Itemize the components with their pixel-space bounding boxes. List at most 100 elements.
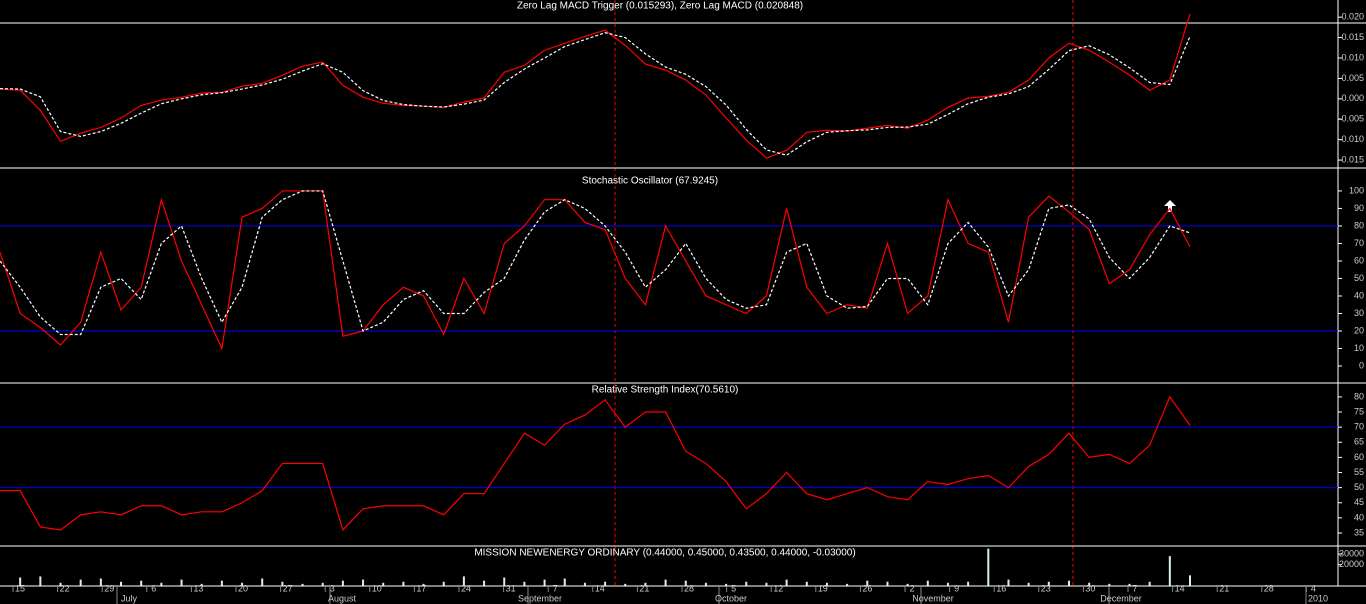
x-tick-label: 28: [1264, 583, 1274, 593]
volume-bar: [725, 583, 728, 586]
month-label: December: [1100, 593, 1142, 603]
volume-bar: [825, 582, 828, 586]
x-tick-label: 28: [684, 583, 694, 593]
y-tick-label: 80: [1354, 220, 1364, 230]
y-tick-label: 30000: [1339, 548, 1364, 558]
x-tick-label: 31: [506, 583, 516, 593]
x-tick-label: 26: [862, 583, 872, 593]
volume-bar: [220, 580, 223, 586]
y-tick-label: 55: [1354, 467, 1364, 477]
volume-bar: [442, 581, 445, 586]
y-tick-label: 10: [1354, 343, 1364, 353]
y-tick-label: 75: [1354, 406, 1364, 416]
month-label: 2010: [1308, 593, 1328, 603]
volume-bar: [160, 582, 163, 586]
volume-bar: [684, 580, 687, 586]
x-tick-label: 19: [818, 583, 828, 593]
y-tick-label: 0: [1359, 360, 1364, 370]
x-tick-label: 29: [104, 583, 114, 593]
volume-bar: [180, 579, 183, 586]
y-tick-label: 70: [1354, 422, 1364, 432]
volume-bar: [99, 578, 102, 586]
indicator-line: [0, 190, 1191, 336]
volume-bar: [785, 579, 788, 586]
volume-bar: [987, 548, 990, 586]
y-tick-label: -0.015: [1338, 154, 1364, 164]
volume-bar: [483, 580, 486, 586]
volume-bar: [79, 579, 82, 586]
volume-bar: [503, 577, 506, 586]
y-tick-label: 60: [1354, 255, 1364, 265]
y-tick-label: 40: [1354, 512, 1364, 522]
volume-bar: [39, 576, 42, 586]
volume-bar: [967, 581, 970, 586]
x-tick-label: 17: [416, 583, 426, 593]
volume-bar: [261, 578, 264, 586]
x-tick-label: 24: [461, 583, 471, 593]
volume-bar: [1047, 581, 1050, 586]
volume-bar: [664, 579, 667, 586]
volume-bar: [120, 581, 123, 586]
volume-bar: [1148, 581, 1151, 586]
y-tick-label: 60: [1354, 452, 1364, 462]
volume-bar: [624, 583, 627, 586]
volume-bar: [745, 581, 748, 586]
volume-bar: [341, 580, 344, 586]
volume-bar: [704, 582, 707, 586]
volume-bar: [1088, 582, 1091, 586]
x-tick-label: 14: [595, 583, 605, 593]
panel-title: Relative Strength Index(70.5610): [592, 385, 739, 396]
volume-bar: [926, 580, 929, 586]
x-tick-label: 7: [553, 583, 558, 593]
y-tick-label: 30: [1354, 308, 1364, 318]
month-label: August: [328, 593, 357, 603]
volume-bar: [462, 576, 465, 586]
y-tick-label: 70: [1354, 238, 1364, 248]
x-tick-label: 22: [60, 583, 70, 593]
y-tick-label: 0.020: [1341, 12, 1364, 22]
y-tick-label: 35: [1354, 527, 1364, 537]
volume-bar: [59, 582, 62, 586]
month-label: September: [518, 593, 562, 603]
volume-bar: [946, 582, 949, 586]
y-tick-label: 0.000: [1341, 93, 1364, 103]
panel-title: Stochastic Oscillator (67.9245): [582, 176, 718, 187]
y-tick-label: 90: [1354, 203, 1364, 213]
volume-bar: [241, 582, 244, 586]
y-tick-label: 45: [1354, 497, 1364, 507]
x-tick-label: 16: [996, 583, 1006, 593]
y-tick-label: 40: [1354, 290, 1364, 300]
x-tick-label: 20: [238, 583, 248, 593]
x-tick-label: 9: [954, 583, 959, 593]
x-tick-label: 12: [773, 583, 783, 593]
volume-bar: [563, 578, 566, 586]
y-tick-label: 0.010: [1341, 52, 1364, 62]
y-tick-label: 20: [1354, 325, 1364, 335]
volume-bar: [422, 583, 425, 586]
x-tick-label: 6: [151, 583, 156, 593]
month-label: October: [715, 593, 747, 603]
y-tick-label: 80: [1354, 391, 1364, 401]
y-tick-label: 50: [1354, 273, 1364, 283]
volume-bar: [644, 582, 647, 586]
x-tick-label: 3: [330, 583, 335, 593]
x-tick-label: 21: [639, 583, 649, 593]
volume-bar: [402, 581, 405, 586]
panel-title: MISSION NEWENERGY ORDINARY (0.44000, 0.4…: [474, 548, 855, 559]
volume-bar: [321, 582, 324, 586]
indicator-line: [0, 395, 1191, 532]
x-tick-label: 23: [1041, 583, 1051, 593]
volume-bar: [140, 580, 143, 586]
x-tick-label: 15: [15, 583, 25, 593]
y-tick-label: 100: [1349, 185, 1364, 195]
x-tick-label: 21: [1219, 583, 1229, 593]
x-tick-label: 2: [909, 583, 914, 593]
x-tick-label: 30: [1085, 583, 1095, 593]
month-label: November: [912, 593, 954, 603]
volume-bar: [281, 581, 284, 586]
volume-bar: [846, 583, 849, 586]
volume-bar: [543, 579, 546, 586]
x-tick-label: 13: [193, 583, 203, 593]
